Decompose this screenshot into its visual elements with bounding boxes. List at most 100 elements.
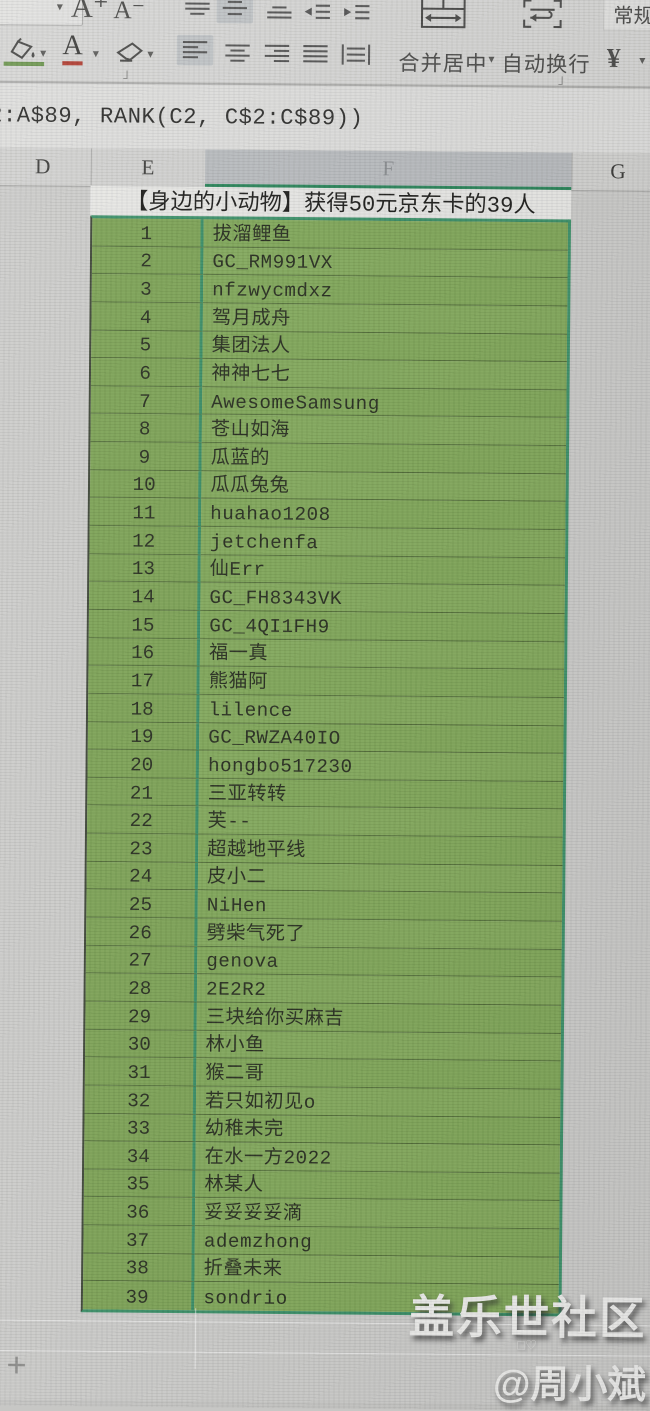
align-top-button[interactable] (179, 0, 216, 25)
rank-cell[interactable]: 13 (89, 554, 201, 583)
name-cell[interactable]: 在水一方2022 (195, 1142, 560, 1173)
name-cell[interactable]: hongbo517230 (199, 751, 564, 782)
rank-cell[interactable]: 19 (88, 722, 200, 751)
chevron-down-icon[interactable] (639, 51, 645, 69)
rank-cell[interactable]: 31 (85, 1057, 197, 1086)
table-row[interactable]: 5 集团法人 (91, 330, 567, 362)
rank-cell[interactable]: 7 (91, 386, 203, 415)
table-row[interactable]: 35 林某人 (84, 1169, 560, 1201)
name-cell[interactable]: 林某人 (195, 1170, 560, 1201)
name-cell[interactable]: 拔溜鲤鱼 (203, 219, 568, 250)
table-row[interactable]: 32 若只如初见o (85, 1085, 561, 1117)
rank-cell[interactable]: 3 (92, 274, 204, 303)
table-row[interactable]: 29 三块给你买麻吉 (85, 1001, 561, 1033)
table-row[interactable]: 34 在水一方2022 (84, 1141, 560, 1173)
name-cell[interactable]: jetchenfa (201, 527, 566, 558)
font-increase-button[interactable]: A⁺ (71, 0, 109, 25)
name-cell[interactable]: genova (197, 947, 562, 978)
rank-cell[interactable]: 29 (85, 1001, 197, 1030)
rank-cell[interactable]: 11 (90, 498, 202, 527)
name-cell[interactable]: GC_RM991VX (203, 247, 568, 278)
rank-cell[interactable]: 30 (85, 1029, 197, 1058)
rank-cell[interactable]: 20 (87, 750, 199, 779)
chevron-down-icon[interactable] (57, 0, 63, 16)
name-cell[interactable]: 幼稚未完 (196, 1114, 561, 1145)
name-cell[interactable]: 超越地平线 (198, 835, 563, 866)
rank-cell[interactable]: 28 (86, 974, 198, 1003)
distributed-align-button[interactable] (336, 39, 377, 70)
rank-cell[interactable]: 38 (83, 1253, 195, 1282)
table-row[interactable]: 31 猴二哥 (85, 1057, 561, 1089)
table-row[interactable]: 21 三亚转转 (87, 778, 563, 810)
table-row[interactable]: 6 神神七七 (91, 358, 567, 390)
table-row[interactable]: 17 熊猫阿 (88, 666, 564, 698)
rank-cell[interactable]: 4 (91, 302, 203, 331)
rank-cell[interactable]: 37 (83, 1225, 195, 1254)
decrease-indent-button[interactable] (298, 0, 337, 26)
rank-cell[interactable]: 39 (83, 1281, 195, 1310)
name-cell[interactable]: GC_FH8343VK (200, 583, 565, 614)
rank-cell[interactable]: 17 (88, 666, 200, 695)
fill-color-button[interactable] (4, 33, 45, 66)
name-cell[interactable]: ademzhong (195, 1226, 560, 1257)
name-cell[interactable]: GC_RWZA40IO (199, 723, 564, 754)
chevron-down-icon[interactable] (40, 44, 46, 62)
column-header-d[interactable]: D (0, 148, 91, 185)
table-row[interactable]: 12 jetchenfa (89, 526, 565, 558)
table-row[interactable]: 24 皮小二 (87, 862, 563, 894)
rank-cell[interactable]: 8 (90, 414, 202, 443)
align-right-button[interactable] (259, 39, 296, 70)
name-cell[interactable]: 芙-- (198, 807, 563, 838)
ribbon-group-expander[interactable]: 」 (123, 63, 136, 82)
rank-cell[interactable]: 25 (86, 890, 198, 919)
rank-cell[interactable]: 16 (88, 638, 200, 667)
formula-text[interactable]: 2:A$89, RANK(C2, C$2:C$89)) (0, 103, 364, 132)
rank-cell[interactable]: 24 (87, 862, 199, 891)
name-cell[interactable]: huahao1208 (201, 499, 566, 530)
table-row[interactable]: 14 GC_FH8343VK (89, 582, 565, 614)
increase-indent-button[interactable] (338, 0, 377, 26)
currency-format-button[interactable]: ¥ (607, 43, 621, 74)
table-row[interactable]: 16 福一真 (88, 638, 564, 670)
table-row[interactable]: 4 驾月成舟 (91, 302, 567, 334)
rank-cell[interactable]: 32 (85, 1085, 197, 1114)
name-cell[interactable]: NiHen (198, 891, 563, 922)
align-left-button[interactable] (177, 35, 214, 66)
rank-cell[interactable]: 34 (84, 1141, 196, 1170)
name-cell[interactable]: 神神七七 (202, 359, 567, 390)
rank-cell[interactable]: 26 (86, 918, 198, 947)
name-cell[interactable]: 集团法人 (202, 331, 567, 362)
rank-cell[interactable]: 35 (84, 1169, 196, 1198)
rank-cell[interactable]: 21 (87, 778, 199, 807)
name-cell[interactable]: 妥妥妥妥滴 (195, 1198, 560, 1229)
rank-cell[interactable]: 5 (91, 330, 203, 359)
merge-center-button[interactable]: 合并居中 (398, 47, 487, 78)
table-row[interactable]: 10 瓜瓜兔兔 (90, 470, 566, 502)
table-row[interactable]: 23 超越地平线 (87, 834, 563, 866)
merge-center-button-icon[interactable] (415, 0, 472, 33)
table-row[interactable]: 19 GC_RWZA40IO (88, 722, 564, 754)
rank-cell[interactable]: 12 (89, 526, 201, 555)
table-row[interactable]: 2 GC_RM991VX (92, 246, 568, 278)
wrap-text-button[interactable]: 自动换行 (501, 48, 590, 79)
chevron-down-icon[interactable] (488, 50, 494, 68)
name-cell[interactable]: 林小鱼 (196, 1030, 561, 1061)
table-row[interactable]: 36 妥妥妥妥滴 (84, 1197, 560, 1229)
formula-bar[interactable]: 2:A$89, RANK(C2, C$2:C$89)) (0, 81, 650, 156)
table-row[interactable]: 11 huahao1208 (90, 498, 566, 530)
column-header-g[interactable]: G (571, 153, 650, 190)
column-header-e[interactable]: E (91, 148, 206, 185)
name-cell[interactable]: 熊猫阿 (200, 667, 565, 698)
table-row[interactable]: 28 2E2R2 (86, 974, 562, 1006)
name-cell[interactable]: 驾月成舟 (203, 303, 568, 334)
name-cell[interactable]: 瓜蓝的 (201, 443, 566, 474)
rank-cell[interactable]: 6 (91, 358, 203, 387)
number-format-selector[interactable]: 常规 (603, 0, 650, 31)
name-cell[interactable]: 瓜瓜兔兔 (201, 471, 566, 502)
name-cell[interactable]: lilence (199, 695, 564, 726)
name-cell[interactable]: 福一真 (200, 639, 565, 670)
table-row[interactable]: 3 nfzwycmdxz (92, 274, 568, 306)
table-row[interactable]: 8 苍山如海 (90, 414, 566, 446)
rank-cell[interactable]: 10 (90, 470, 202, 499)
rank-cell[interactable]: 15 (89, 610, 201, 639)
